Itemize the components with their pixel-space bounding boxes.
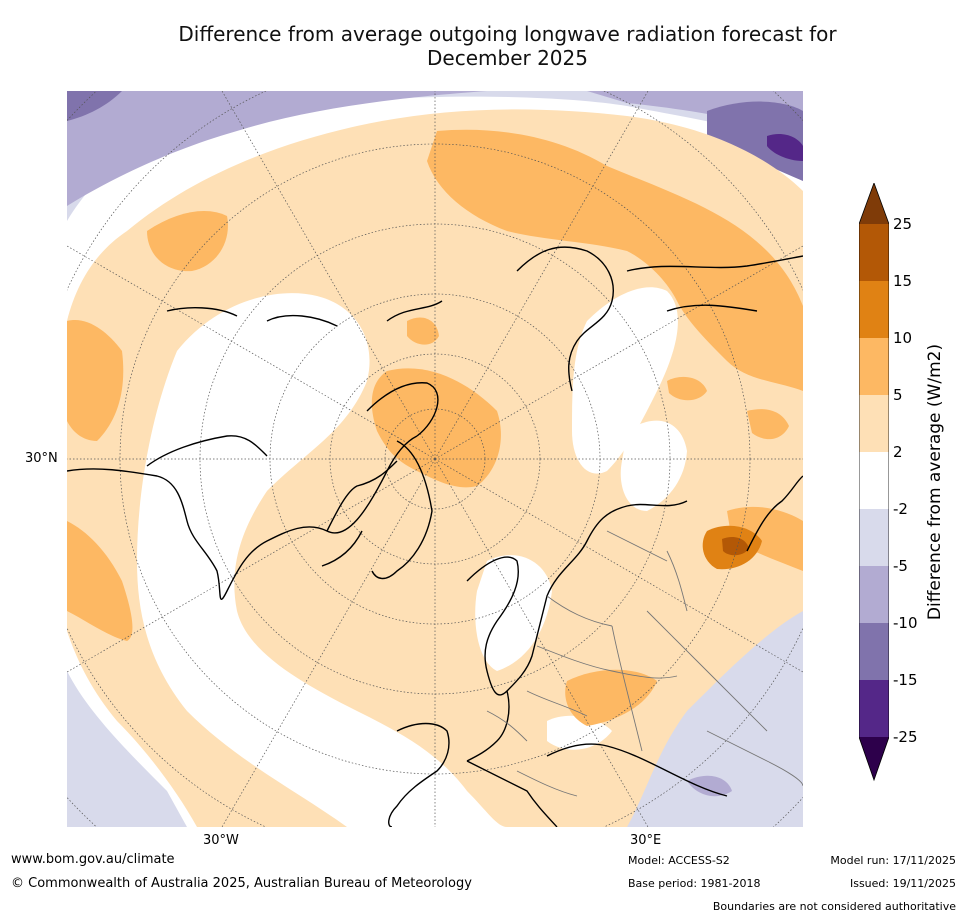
colorbar-tick-15: 15 bbox=[893, 272, 913, 290]
issued-text: Issued: 19/11/2025 bbox=[849, 877, 956, 890]
above-average-10-25 bbox=[702, 525, 762, 570]
colorbar bbox=[859, 183, 889, 782]
colorbar-segment-2-5 bbox=[859, 395, 889, 452]
disclaimer-text: Boundaries are not considered authoritat… bbox=[712, 900, 956, 913]
colorbar-label: Difference from average (W/m2) bbox=[925, 343, 945, 621]
colorbar-tick-minus15: -15 bbox=[893, 671, 918, 689]
colorbar-tick-2: 2 bbox=[893, 443, 903, 461]
country-borders bbox=[486, 530, 803, 797]
colorbar-tick-5: 5 bbox=[893, 386, 903, 404]
colorbar-tick-minus25: -25 bbox=[893, 728, 918, 746]
colorbar-extend-low bbox=[859, 737, 889, 780]
lon-label-30e: 30°E bbox=[630, 833, 662, 848]
model-text: Model: ACCESS-S2 bbox=[628, 854, 730, 867]
colorbar-segment-neutral bbox=[859, 452, 889, 509]
colorbar-segment-m5-m2 bbox=[859, 509, 889, 566]
colorbar-segment-5-10 bbox=[859, 338, 889, 395]
coastlines bbox=[67, 246, 803, 827]
colorbar-extend-high bbox=[859, 183, 889, 224]
title-line-1: Difference from average outgoing longwav… bbox=[178, 22, 837, 46]
colorbar-tick-minus10: -10 bbox=[893, 614, 918, 632]
above-average-5-10 bbox=[67, 129, 803, 726]
colorbar-tick-minus2: -2 bbox=[893, 500, 908, 518]
colorbar-segment-m15-m10 bbox=[859, 623, 889, 680]
colorbar-segment-m10-m5 bbox=[859, 566, 889, 623]
colorbar-segment-m25-m15 bbox=[859, 680, 889, 737]
lat-label-30n: 30°N bbox=[25, 451, 58, 466]
model-run-text: Model run: 17/11/2025 bbox=[830, 854, 956, 867]
website-link[interactable]: www.bom.gov.au/climate bbox=[11, 852, 175, 867]
map-canvas bbox=[67, 91, 803, 827]
colorbar-tick-10: 10 bbox=[893, 329, 913, 347]
base-period-text: Base period: 1981-2018 bbox=[628, 877, 761, 890]
colorbar-tick-minus5: -5 bbox=[893, 557, 908, 575]
title-line-2: December 2025 bbox=[427, 46, 588, 70]
colorbar-segment-gt15 bbox=[859, 224, 889, 281]
neutral-regions bbox=[137, 287, 687, 827]
colorbar-segment-10-15 bbox=[859, 281, 889, 338]
copyright-text: © Commonwealth of Australia 2025, Austra… bbox=[11, 876, 472, 891]
lon-label-30w: 30°W bbox=[203, 833, 239, 848]
polar-map bbox=[67, 91, 803, 827]
colorbar-tick-25: 25 bbox=[893, 215, 913, 233]
graticule bbox=[67, 91, 803, 827]
chart-title: Difference from average outgoing longwav… bbox=[60, 22, 955, 70]
